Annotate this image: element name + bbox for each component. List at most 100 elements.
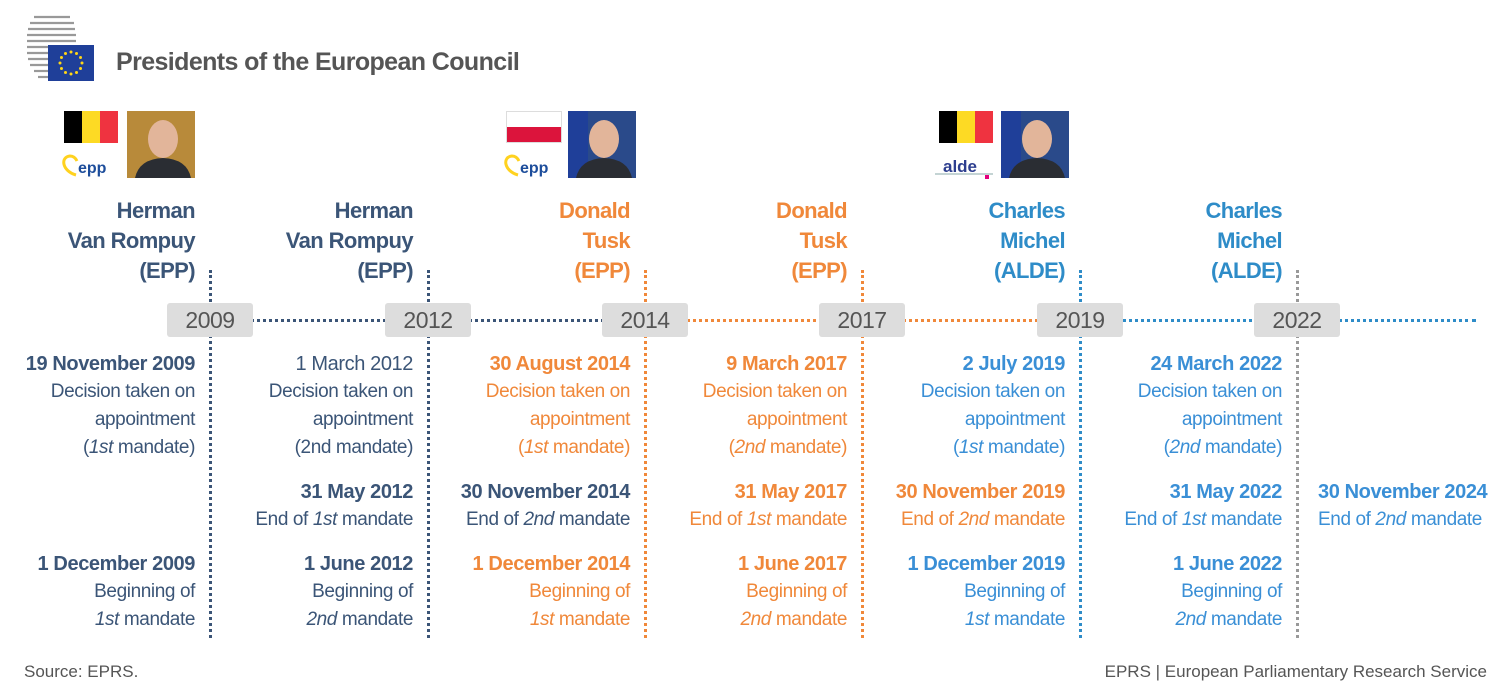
svg-text:epp: epp [520, 160, 549, 177]
timeline-segment [215, 319, 428, 322]
text-segment: 1st [1181, 509, 1207, 530]
page-title: Presidents of the European Council [116, 48, 520, 76]
column-divider [209, 270, 212, 638]
event-description: Beginning of [1077, 578, 1282, 606]
event-date: 31 May 2017 [734, 481, 848, 503]
text-segment: mandate [770, 609, 848, 630]
timeline-event: 24 March 2022 Decision taken on appointmen… [1077, 350, 1283, 462]
text-segment: Beginning of [746, 581, 847, 602]
event-date: 24 March 2022 [1150, 353, 1282, 375]
event-description: End of 2nd mandate [860, 506, 1065, 534]
column-divider [861, 270, 864, 638]
column-divider [1079, 270, 1082, 638]
event-date: 1 December 2019 [907, 553, 1066, 575]
event-description: End of 1st mandate [208, 506, 413, 534]
name-line: (EPP) [791, 258, 847, 283]
name-line: Donald [559, 198, 631, 223]
text-segment: mandate [553, 509, 631, 530]
event-date: 1 June 2012 [303, 553, 413, 575]
svg-text:epp: epp [78, 160, 107, 177]
timeline-event: 1 December 2019 Beginning of 1st mandate [860, 550, 1066, 634]
event-description: appointment [208, 406, 414, 434]
text-segment: mandate [1205, 609, 1283, 630]
name-line: Van Rompuy [285, 228, 414, 253]
timeline-event: 2 July 2019 Decision taken on appointment(… [860, 350, 1066, 462]
event-date: 30 November 2024 [1318, 481, 1488, 503]
timeline-event: 30 November 2024 End of 2nd mandate [1318, 478, 1500, 534]
event-description: Decision taken on [0, 378, 196, 406]
president-name: Donald Tusk (EPP) [440, 196, 631, 286]
text-segment: appointment [964, 409, 1066, 430]
text-segment: mandate [336, 509, 414, 530]
event-description: Decision taken on [1077, 378, 1283, 406]
timeline-segment [428, 319, 645, 322]
event-description: (1st mandate) [0, 434, 195, 462]
european-council-logo [26, 14, 96, 82]
year-marker: 2019 [1037, 303, 1123, 337]
timeline-event: 1 December 2014 Beginning of 1st mandate [425, 550, 631, 634]
name-line: Tusk [799, 228, 848, 253]
text-segment: appointment [94, 409, 196, 430]
name-line: Herman [334, 198, 414, 223]
name-line: Van Rompuy [67, 228, 196, 253]
timeline-event: 9 March 2017 Decision taken on appointment… [642, 350, 848, 462]
text-segment: 2nd [306, 609, 337, 630]
text-segment: mandate) [113, 437, 195, 458]
text-segment: 1st [88, 437, 114, 458]
text-segment: Beginning of [94, 581, 195, 602]
text-segment: 2nd [734, 437, 766, 458]
party-logo-epp: epp [502, 153, 562, 186]
event-description: appointment [425, 406, 631, 434]
event-description: Beginning of [642, 578, 847, 606]
event-description: (2nd mandate) [642, 434, 848, 462]
text-segment: 2nd [958, 509, 989, 530]
column-divider [644, 270, 647, 638]
text-segment: ( [1163, 437, 1170, 458]
president-name: Charles Michel (ALDE) [1092, 196, 1282, 286]
text-segment: mandate [1205, 509, 1283, 530]
name-line: Michel [1217, 228, 1282, 253]
event-description: appointment [1077, 406, 1283, 434]
timeline-event: 30 November 2019 End of 2nd mandate [860, 478, 1066, 534]
text-segment: 2nd [1169, 437, 1201, 458]
timeline-event: 1 March 2012 Decision taken on appointment… [208, 350, 414, 462]
event-description: 1st mandate [860, 606, 1066, 634]
name-line: (EPP) [574, 258, 630, 283]
text-segment: 1st [958, 437, 984, 458]
portrait-photo [1001, 111, 1069, 178]
text-segment: End of [689, 509, 747, 530]
event-description: (1st mandate) [425, 434, 630, 462]
event-date: 9 March 2017 [726, 353, 847, 375]
event-date: 1 December 2014 [472, 553, 631, 575]
timeline-event: 1 June 2012 Beginning of 2nd mandate [208, 550, 413, 634]
text-segment: mandate [988, 509, 1066, 530]
year-marker: 2014 [602, 303, 688, 337]
event-description: Beginning of [0, 578, 195, 606]
event-date: 30 November 2014 [460, 481, 631, 503]
event-date: 30 August 2014 [489, 353, 631, 375]
event-description: End of 1st mandate [642, 506, 847, 534]
text-segment: Decision taken on [268, 381, 414, 402]
event-description: appointment [0, 406, 196, 434]
text-segment: (2nd mandate) [294, 437, 414, 458]
text-segment: Decision taken on [920, 381, 1066, 402]
source-note: Source: EPRS. [24, 662, 139, 681]
name-line: Michel [1000, 228, 1065, 253]
portrait-photo [568, 111, 636, 178]
text-segment: mandate [336, 609, 414, 630]
text-segment: mandate [988, 609, 1066, 630]
text-segment: End of [466, 509, 524, 530]
event-description: (2nd mandate) [208, 434, 414, 462]
text-segment: 2nd [1375, 509, 1406, 530]
year-marker: 2012 [385, 303, 471, 337]
timeline-event: 31 May 2017 End of 1st mandate [642, 478, 847, 534]
credit-line: EPRS | European Parliamentary Research S… [1104, 662, 1487, 681]
text-segment: Beginning of [312, 581, 413, 602]
name-line: (ALDE) [994, 258, 1066, 283]
event-description: (2nd mandate) [1077, 434, 1283, 462]
event-description: End of 1st mandate [1077, 506, 1282, 534]
text-segment: End of [255, 509, 313, 530]
text-segment: mandate [770, 509, 848, 530]
text-segment: ( [82, 437, 89, 458]
event-date: 1 December 2009 [37, 553, 196, 575]
